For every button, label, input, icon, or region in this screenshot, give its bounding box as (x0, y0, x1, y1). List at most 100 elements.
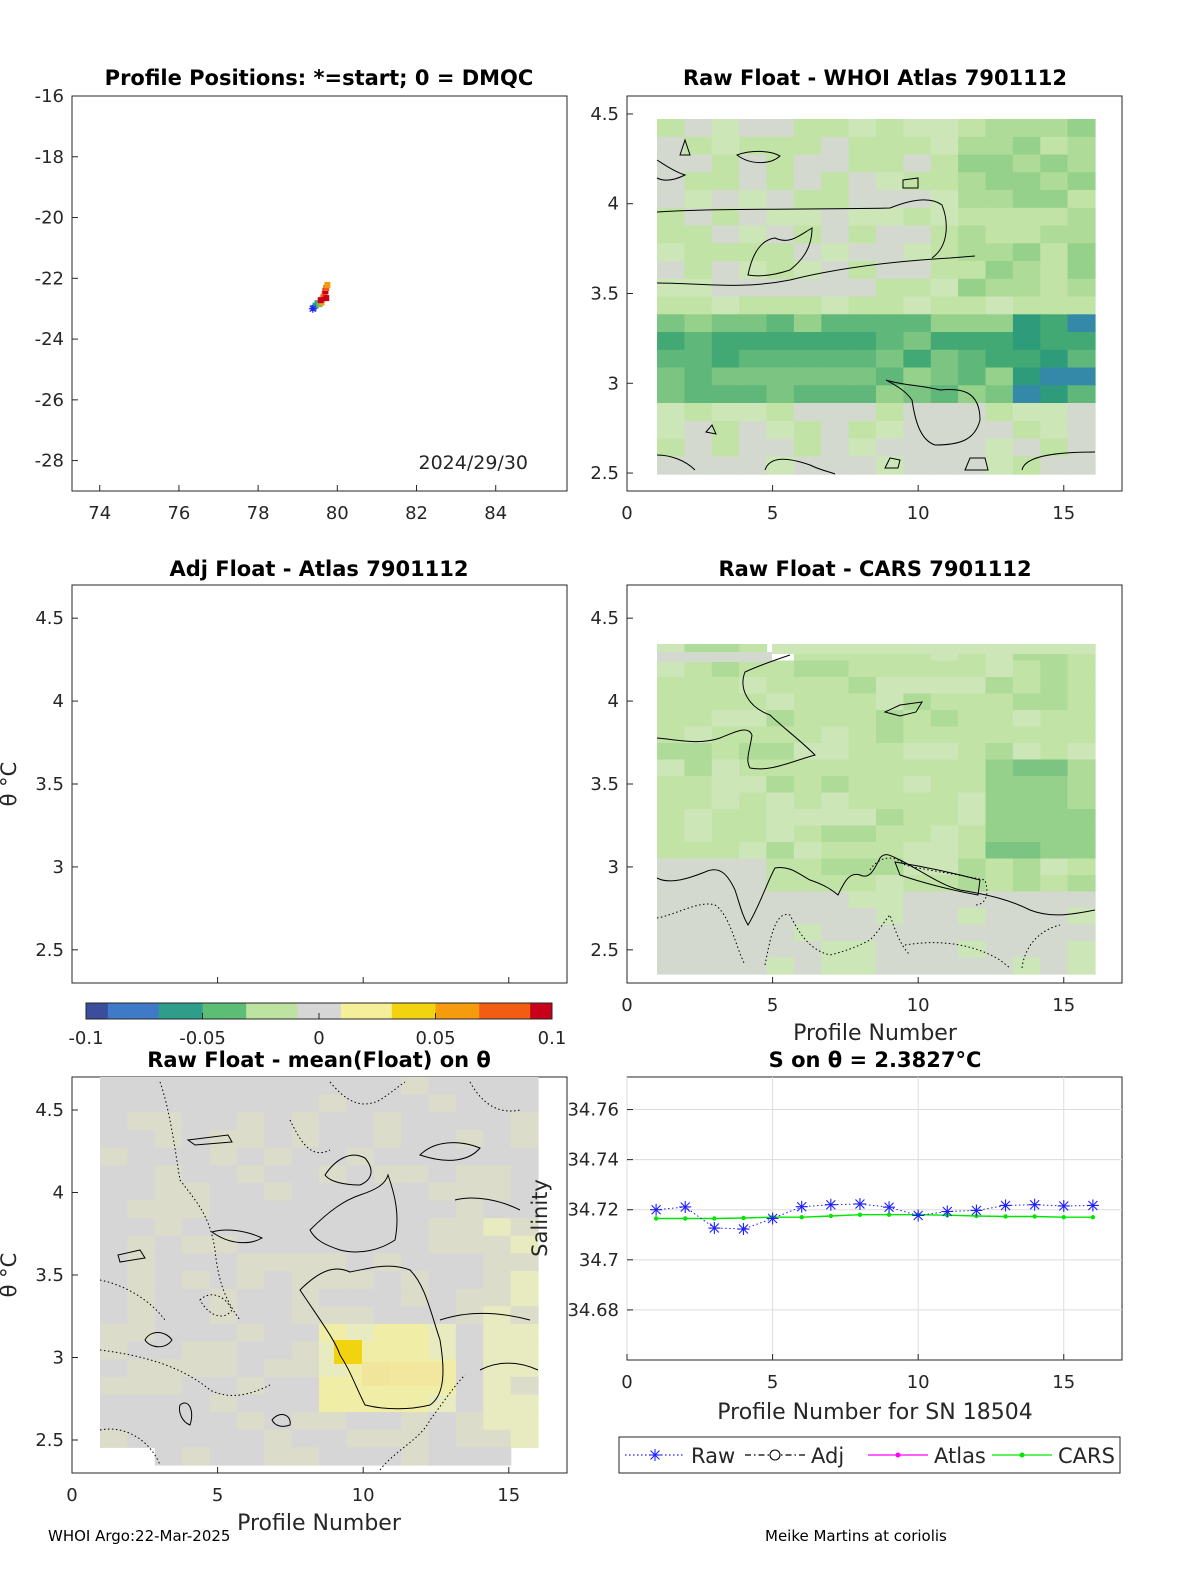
mean-cell (100, 1165, 128, 1184)
mean-cell (401, 1200, 430, 1219)
colorbar-cell (471, 1003, 480, 1019)
colorbar-cell (238, 1003, 247, 1019)
colorbar-cell (158, 1003, 167, 1019)
whoi-cell (684, 314, 713, 333)
y-tick-label: 3.5 (35, 774, 64, 795)
cars-cell (985, 726, 1014, 744)
mean-dotted-contour (159, 1081, 241, 1321)
whoi-cell (739, 243, 768, 262)
colorbar-cell (187, 1003, 196, 1019)
mean-cell (182, 1429, 211, 1448)
mean-cell (236, 1112, 265, 1131)
cars-cell (711, 809, 740, 827)
mean-cell (319, 1182, 347, 1201)
whoi-cell (821, 438, 850, 457)
mean-cell (100, 1077, 128, 1096)
mean-cell (154, 1200, 183, 1219)
cars-point (857, 1212, 863, 1217)
mean-cell (264, 1341, 293, 1360)
mean-cell (428, 1447, 457, 1466)
whoi-cell (821, 314, 850, 333)
mean-cell (483, 1288, 512, 1307)
whoi-cell (684, 119, 713, 138)
whoi-cell (766, 225, 795, 244)
whoi-cell (985, 243, 1014, 262)
cars-contour (894, 861, 981, 896)
whoi-cell (684, 385, 713, 404)
mean-cell (264, 1323, 293, 1343)
cars-cell (766, 726, 795, 744)
mean-cell (401, 1306, 430, 1325)
mean-cell (455, 1182, 484, 1201)
whoi-cell (930, 261, 959, 280)
x-tick-label: 15 (497, 1485, 520, 1506)
whoi-cell (766, 420, 795, 440)
whoi-cell (958, 349, 987, 369)
cars-cell (793, 842, 822, 860)
whoi-cell (793, 207, 822, 227)
whoi-cell (821, 456, 850, 475)
mean-cell (428, 1112, 457, 1131)
mean-cell (154, 1182, 183, 1201)
whoi-cell (848, 403, 877, 422)
cars-cell (739, 660, 768, 678)
y-tick-label: -22 (35, 268, 64, 289)
x-tick-label: 0 (621, 503, 632, 524)
whoi-cell (1067, 136, 1096, 156)
whoi-cell (793, 136, 822, 156)
mean-cell (100, 1412, 128, 1431)
cars-cell (657, 891, 685, 909)
whoi-cell (739, 119, 768, 138)
cars-cell (930, 693, 959, 711)
legend-label-adj: Adj (811, 1444, 844, 1468)
cars-cell (793, 677, 822, 695)
whoi-cell (821, 367, 850, 386)
colorbar-cell (355, 1003, 364, 1019)
mean-cell (373, 1077, 402, 1096)
cars-cell (1012, 776, 1041, 794)
mean-cell (510, 1376, 539, 1395)
cars-panel: Raw Float - CARS 7901112 0 5 10 15 2.5 3 3.5 4 4… (590, 557, 1123, 1046)
mean-cell (291, 1412, 320, 1431)
whoi-cell (821, 349, 850, 369)
mean-cell (483, 1165, 512, 1184)
colorbar-cell (246, 1003, 254, 1019)
mean-cell (209, 1359, 238, 1378)
cars-dotted-contour (764, 914, 911, 966)
whoi-cell (657, 172, 685, 191)
whoi-cell (848, 385, 877, 404)
cars-cell (848, 924, 877, 942)
mean-cell (483, 1429, 512, 1448)
colorbar-cell (319, 1003, 327, 1019)
cars-cell (657, 693, 685, 711)
whoi-cell (1012, 349, 1041, 369)
cars-cell (985, 809, 1014, 827)
mean-cell (291, 1323, 320, 1343)
cars-cell (876, 891, 904, 909)
whoi-cell (876, 349, 904, 369)
whoi-cell (1040, 154, 1069, 173)
cars-cell (848, 710, 877, 728)
whoi-cell (739, 385, 768, 404)
whoi-cell (657, 332, 685, 351)
mean-cell (154, 1253, 183, 1272)
cars-cell (958, 809, 987, 827)
mean-contour (144, 1332, 173, 1348)
mean-cell (483, 1235, 512, 1254)
cars-cell (1067, 809, 1096, 827)
cars-contour (883, 701, 923, 717)
mean-cell (346, 1271, 375, 1290)
cars-cell (772, 644, 1095, 654)
whoi-cell (1067, 420, 1096, 440)
mean-cell (209, 1147, 238, 1166)
cars-cell (985, 908, 1014, 926)
whoi-cell (1012, 136, 1041, 156)
whoi-cell (903, 314, 932, 333)
cars-cell (1067, 660, 1096, 678)
whoi-cell (848, 278, 877, 298)
colorbar-cell (544, 1003, 553, 1019)
whoi-cell (930, 136, 959, 156)
whoi-cell (739, 367, 768, 386)
mean-cell (483, 1376, 512, 1395)
